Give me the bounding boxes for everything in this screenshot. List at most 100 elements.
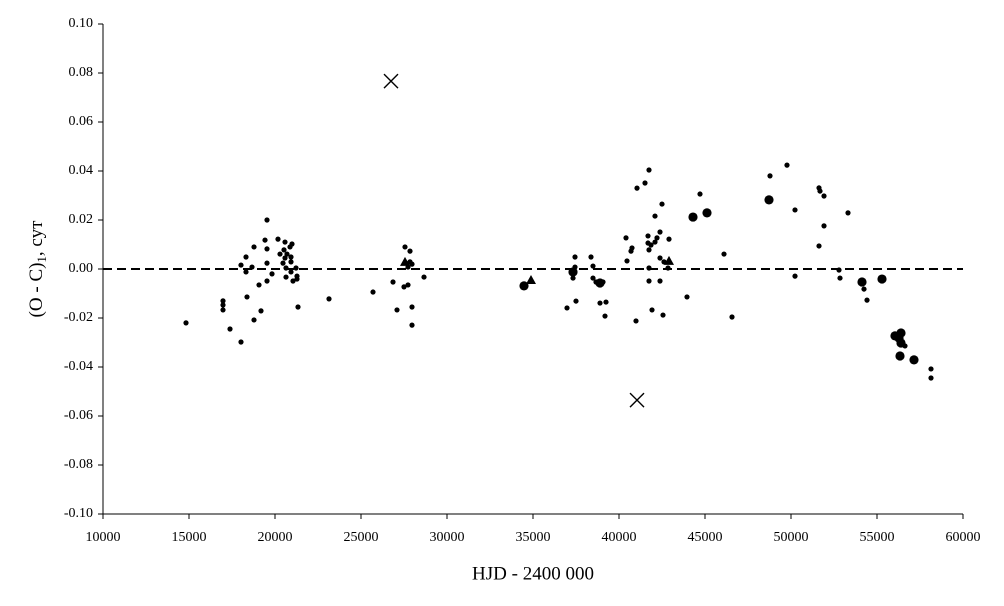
triangle: [664, 255, 675, 265]
y-tick-label: -0.04: [64, 359, 93, 374]
small-dot: [572, 254, 578, 260]
small-dot: [646, 167, 652, 173]
cross: [383, 73, 399, 89]
small-dot: [928, 366, 934, 372]
x-tick-label: 45000: [688, 530, 723, 545]
y-tick-label: 0.04: [69, 163, 94, 178]
small-dot: [642, 180, 648, 186]
small-dot: [792, 273, 798, 279]
x-tick-label: 50000: [774, 530, 809, 545]
small-dot: [633, 318, 639, 324]
small-dot: [590, 263, 596, 269]
small-dot: [657, 229, 663, 235]
small-dot: [602, 313, 608, 319]
small-dot: [409, 261, 415, 267]
small-dot: [816, 243, 822, 249]
small-dot: [845, 210, 851, 216]
small-dot: [665, 265, 671, 271]
small-dot: [864, 297, 870, 303]
small-dot: [227, 326, 233, 332]
small-dot: [251, 244, 257, 250]
small-dot: [767, 173, 773, 179]
small-dot: [645, 233, 651, 239]
small-dot: [220, 298, 226, 304]
small-dot: [623, 235, 629, 241]
small-dot: [817, 188, 823, 194]
small-dot: [283, 274, 289, 280]
small-dot: [659, 201, 665, 207]
small-dot: [264, 246, 270, 252]
x-tick-label: 30000: [430, 530, 465, 545]
large-dot: [568, 267, 578, 277]
small-dot: [597, 300, 603, 306]
small-dot: [646, 247, 652, 253]
small-dot: [264, 260, 270, 266]
small-dot: [249, 264, 255, 270]
y-tick-label: 0.08: [69, 65, 94, 80]
small-dot: [269, 271, 275, 277]
small-dot: [401, 284, 407, 290]
y-tick-label: 0.02: [69, 212, 94, 227]
small-dot: [648, 242, 654, 248]
small-dot: [861, 286, 867, 292]
small-dot: [624, 258, 630, 264]
small-dot: [183, 320, 189, 326]
small-dot: [405, 282, 411, 288]
y-tick-label: 0.10: [69, 16, 94, 31]
small-dot: [290, 278, 296, 284]
large-dot: [909, 355, 919, 365]
small-dot: [281, 247, 287, 253]
large-dot: [688, 212, 698, 222]
small-dot: [570, 275, 576, 281]
x-tick-label: 25000: [344, 530, 379, 545]
small-dot: [784, 162, 790, 168]
small-dot: [220, 302, 226, 308]
small-dot: [409, 322, 415, 328]
small-dot: [258, 308, 264, 314]
x-tick-label: 40000: [602, 530, 637, 545]
x-tick-label: 15000: [172, 530, 207, 545]
small-dot: [407, 248, 413, 254]
large-dot: [595, 278, 605, 288]
small-dot: [243, 254, 249, 260]
small-dot: [634, 185, 640, 191]
small-dot: [289, 241, 295, 247]
small-dot: [370, 289, 376, 295]
small-dot: [251, 317, 257, 323]
small-dot: [288, 254, 294, 260]
x-axis-label: HJD - 2400 000: [472, 563, 594, 584]
small-dot: [657, 278, 663, 284]
small-dot: [409, 304, 415, 310]
small-dot: [837, 275, 843, 281]
large-dot: [895, 351, 905, 361]
small-dot: [295, 304, 301, 310]
x-tick-label: 55000: [860, 530, 895, 545]
y-axis-label-main: (O - C): [26, 263, 47, 318]
y-tick-label: -0.06: [64, 408, 93, 423]
small-dot: [564, 305, 570, 311]
small-dot: [390, 279, 396, 285]
large-dot: [857, 277, 867, 287]
y-tick-label: -0.10: [64, 506, 93, 521]
small-dot: [821, 193, 827, 199]
x-tick-label: 35000: [516, 530, 551, 545]
small-dot: [256, 282, 262, 288]
small-dot: [421, 274, 427, 280]
small-dot: [660, 312, 666, 318]
small-dot: [326, 296, 332, 302]
small-dot: [654, 235, 660, 241]
small-dot: [836, 267, 842, 273]
small-dot: [238, 262, 244, 268]
y-tick-label: 0.00: [69, 261, 94, 276]
y-tick-label: 0.06: [69, 114, 94, 129]
small-dot: [294, 276, 300, 282]
small-dot: [243, 269, 249, 275]
small-dot: [666, 236, 672, 242]
small-dot: [293, 265, 299, 271]
small-dot: [684, 294, 690, 300]
small-dot: [928, 375, 934, 381]
large-dot: [877, 274, 887, 284]
x-tick-label: 20000: [258, 530, 293, 545]
small-dot: [280, 260, 286, 266]
small-dot: [649, 307, 655, 313]
